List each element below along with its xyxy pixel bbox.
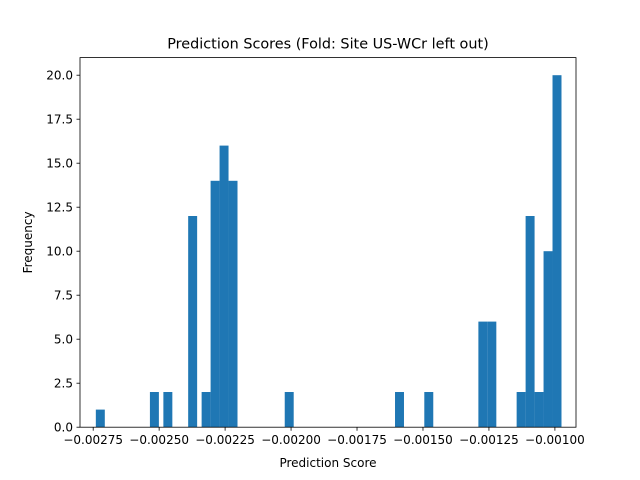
histogram-bar <box>525 216 535 428</box>
histogram-bar <box>95 409 105 428</box>
histogram-bar <box>534 392 544 428</box>
y-tick-label: 5.0 <box>54 332 73 346</box>
histogram-bar <box>395 392 404 428</box>
histogram-bar <box>487 321 497 428</box>
x-axis-label: Prediction Score <box>279 456 376 470</box>
histogram-bar <box>478 321 488 428</box>
x-tick-label: −0.00225 <box>195 433 255 447</box>
histogram-bar <box>201 392 211 428</box>
y-tick-label: 12.5 <box>46 200 73 214</box>
histogram-bar <box>552 75 562 428</box>
histogram-bar <box>163 392 173 428</box>
y-tick-label: 10.0 <box>46 244 73 258</box>
chart-title: Prediction Scores (Fold: Site US-WCr lef… <box>167 37 489 53</box>
y-tick-label: 7.5 <box>54 288 73 302</box>
histogram-bar <box>424 392 434 428</box>
y-tick-label: 20.0 <box>46 68 73 82</box>
x-tick-label: −0.00175 <box>327 433 387 447</box>
histogram-bar <box>228 180 238 428</box>
x-axis: −0.00275 −0.00250 −0.00225 −0.00200 −0.00175… <box>63 427 585 447</box>
histogram-bar <box>210 180 220 428</box>
y-tick-label: 2.5 <box>54 376 73 390</box>
y-tick-label: 0.0 <box>54 420 73 434</box>
histogram-bar <box>188 216 198 428</box>
x-tick-label: −0.00150 <box>393 433 453 447</box>
histogram-bar <box>219 145 229 428</box>
histogram-bar <box>149 392 159 428</box>
bars-group <box>95 75 562 428</box>
x-tick-label: −0.00250 <box>129 433 189 447</box>
x-tick-label: −0.00200 <box>261 433 321 447</box>
y-axis: 0.0 2.5 5.0 7.5 10.0 12.5 15.0 17.5 20.0 <box>46 68 80 434</box>
histogram-bar <box>543 251 553 428</box>
histogram-bar <box>516 392 526 428</box>
y-axis-label: Frequency <box>21 211 35 273</box>
plot-frame <box>79 57 577 428</box>
x-tick-label: −0.00275 <box>63 433 123 447</box>
x-tick-label: −0.00125 <box>459 433 519 447</box>
histogram-bar <box>284 392 294 428</box>
y-tick-label: 17.5 <box>46 112 73 126</box>
x-tick-label: −0.00100 <box>525 433 585 447</box>
y-tick-label: 15.0 <box>46 156 73 170</box>
